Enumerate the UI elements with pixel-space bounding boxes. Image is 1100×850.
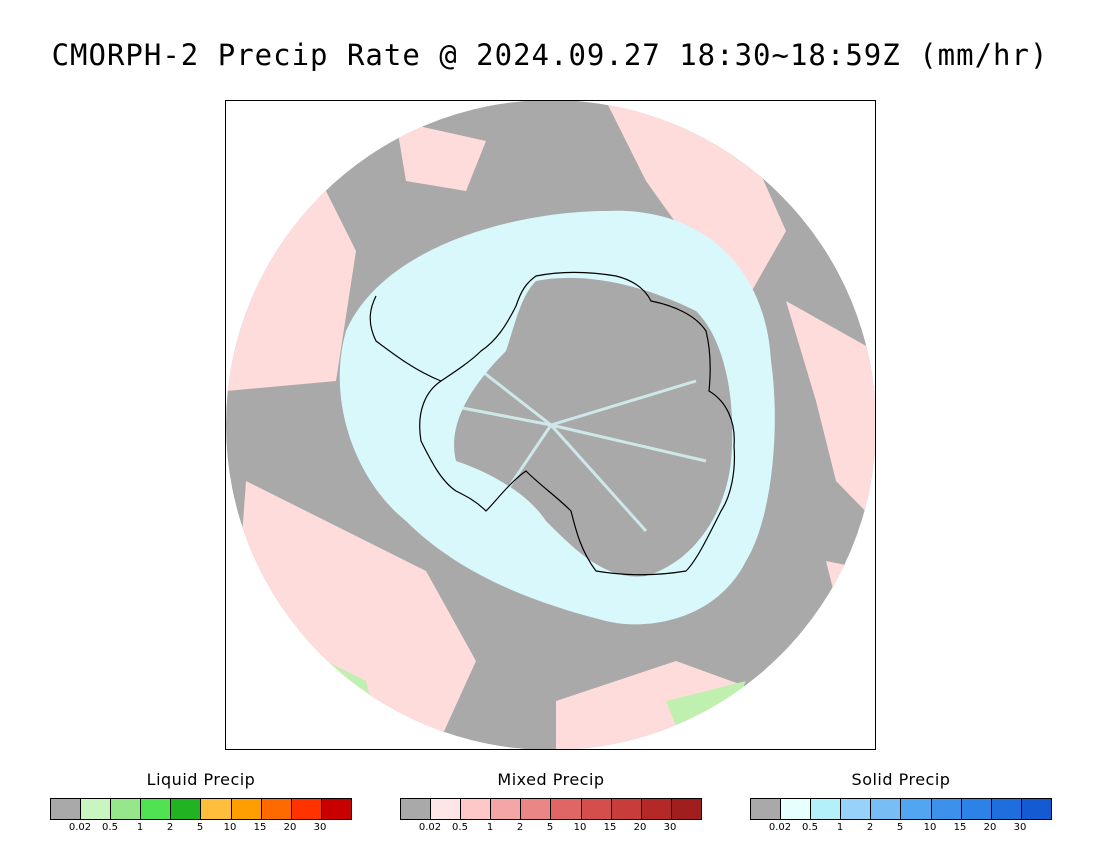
legend-tick-label: 2 <box>516 822 524 833</box>
legend-swatch <box>521 799 552 819</box>
legend-tick-label: 5 <box>896 822 904 833</box>
legend-swatch <box>461 799 492 819</box>
legend-swatch <box>141 799 172 819</box>
legend-swatch <box>991 799 1022 819</box>
legend-tick-label: 15 <box>603 822 617 833</box>
legend-swatch <box>961 799 992 819</box>
legend-tick-label: 30 <box>663 822 677 833</box>
legend-swatch <box>671 799 701 819</box>
map-title: CMORPH-2 Precip Rate @ 2024.09.27 18:30~… <box>51 38 1049 72</box>
polar-map <box>226 101 875 749</box>
legend-tick-label: 5 <box>196 822 204 833</box>
legend-liquid: Liquid Precip 0.02 0.5 1 2 5 10 15 20 30 <box>50 770 352 836</box>
legend-swatch <box>581 799 612 819</box>
legend-tick-label: 10 <box>223 822 237 833</box>
legend-swatch <box>901 799 932 819</box>
legend-swatch <box>321 799 351 819</box>
legend-tick-label: 30 <box>1013 822 1027 833</box>
antarctic-peninsula <box>369 295 442 382</box>
legend-swatch <box>781 799 812 819</box>
legend-tick-label: 10 <box>923 822 937 833</box>
legend-tick-label: 0.02 <box>768 822 792 833</box>
legend-swatch <box>551 799 582 819</box>
legend-tick-label: 0.5 <box>802 822 818 833</box>
legend-tick-label: 0.02 <box>418 822 442 833</box>
legend-swatch <box>231 799 262 819</box>
legend-tick-label: 0.5 <box>452 822 468 833</box>
legend-solid-title: Solid Precip <box>851 770 951 789</box>
legend-tick-label: 2 <box>866 822 874 833</box>
precip-streaks <box>425 349 707 533</box>
legend-mixed-swatches <box>400 798 702 820</box>
legend-swatch <box>171 799 202 819</box>
legend-swatch <box>291 799 322 819</box>
legend-swatch <box>51 799 82 819</box>
legend-swatch <box>931 799 962 819</box>
legend-tick-label: 20 <box>633 822 647 833</box>
legend-swatch <box>751 799 782 819</box>
legend-tick-label: 20 <box>983 822 997 833</box>
legend-liquid-swatches <box>50 798 352 820</box>
legend-swatch <box>611 799 642 819</box>
legend-swatch <box>401 799 432 819</box>
legend-tick-label: 5 <box>546 822 554 833</box>
map-frame <box>225 100 876 750</box>
legend-tick-label: 2 <box>166 822 174 833</box>
legend-swatch <box>261 799 292 819</box>
antarctica-coastline <box>419 271 736 576</box>
legend-swatch <box>201 799 232 819</box>
legend-tick-label: 0.5 <box>102 822 118 833</box>
legend-tick-label: 1 <box>136 822 144 833</box>
legend-tick-label: 15 <box>953 822 967 833</box>
legend-swatch <box>81 799 112 819</box>
legend-tick-label: 15 <box>253 822 267 833</box>
legend-swatch <box>491 799 522 819</box>
legend-swatch <box>641 799 672 819</box>
legend-swatch <box>811 799 842 819</box>
continent-interior <box>454 277 733 577</box>
legend-swatch <box>1021 799 1051 819</box>
legend-mixed-ticks: 0.02 0.5 1 2 5 10 15 20 30 <box>400 822 702 836</box>
legend-tick-label: 10 <box>573 822 587 833</box>
legend-swatch <box>111 799 142 819</box>
legend-solid-swatches <box>750 798 1052 820</box>
legend-tick-label: 1 <box>836 822 844 833</box>
legend-tick-label: 1 <box>486 822 494 833</box>
legend-liquid-title: Liquid Precip <box>146 770 256 789</box>
legend-solid: Solid Precip 0.02 0.5 1 2 5 10 15 20 30 <box>750 770 1052 836</box>
legend-swatch <box>871 799 902 819</box>
legend-mixed: Mixed Precip 0.02 0.5 1 2 5 10 15 20 30 <box>400 770 702 836</box>
legend-tick-label: 20 <box>283 822 297 833</box>
legend-liquid-ticks: 0.02 0.5 1 2 5 10 15 20 30 <box>50 822 352 836</box>
legend-tick-label: 0.02 <box>68 822 92 833</box>
legend-solid-ticks: 0.02 0.5 1 2 5 10 15 20 30 <box>750 822 1052 836</box>
legend-swatch <box>431 799 462 819</box>
legend-swatch <box>841 799 872 819</box>
legend-mixed-title: Mixed Precip <box>497 770 605 789</box>
legend-tick-label: 30 <box>313 822 327 833</box>
